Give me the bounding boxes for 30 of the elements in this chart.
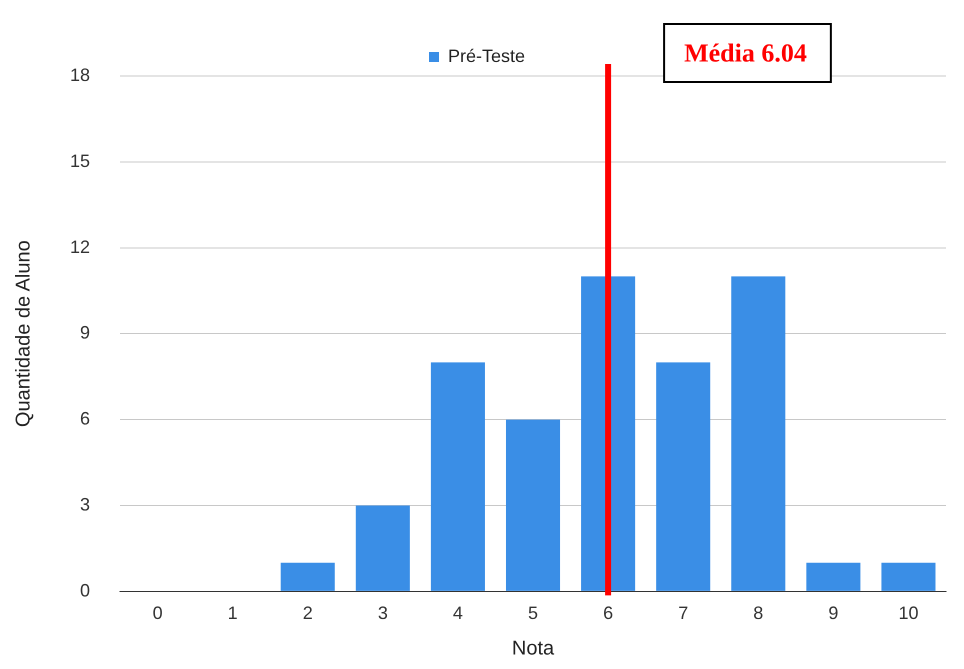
x-tick-label: 7 — [678, 603, 688, 624]
bar — [806, 562, 860, 591]
y-axis-title: Quantidade de Aluno — [12, 240, 35, 428]
bar — [506, 420, 560, 591]
bar — [731, 276, 786, 591]
bar — [280, 562, 335, 591]
x-tick-label: 6 — [603, 603, 614, 624]
x-tick-label: 2 — [302, 603, 313, 624]
y-tick-label: 15 — [70, 150, 90, 171]
bar — [430, 362, 485, 591]
legend-label: Pré-Teste — [448, 46, 526, 66]
x-tick-label: 10 — [898, 603, 918, 624]
y-tick-label: 12 — [70, 236, 90, 257]
ref-line-label: Média 6.04 — [684, 38, 807, 68]
bar — [356, 506, 410, 591]
y-tick-label: 6 — [80, 408, 90, 429]
y-tick-label: 3 — [80, 494, 90, 514]
y-tick-label: 18 — [70, 64, 90, 85]
x-tick-label: 1 — [228, 603, 238, 624]
x-axis-title: Nota — [512, 638, 556, 660]
bar — [881, 562, 936, 591]
x-tick-label: 3 — [378, 603, 388, 624]
x-tick-label: 9 — [828, 603, 838, 624]
x-tick-label: 8 — [753, 603, 764, 624]
x-tick-label: 5 — [528, 603, 538, 624]
x-tick-label: 0 — [152, 603, 163, 624]
x-tick-label: 4 — [452, 603, 463, 624]
y-tick-label: 0 — [80, 580, 90, 600]
bar — [656, 362, 710, 591]
y-tick-label: 9 — [80, 322, 90, 343]
